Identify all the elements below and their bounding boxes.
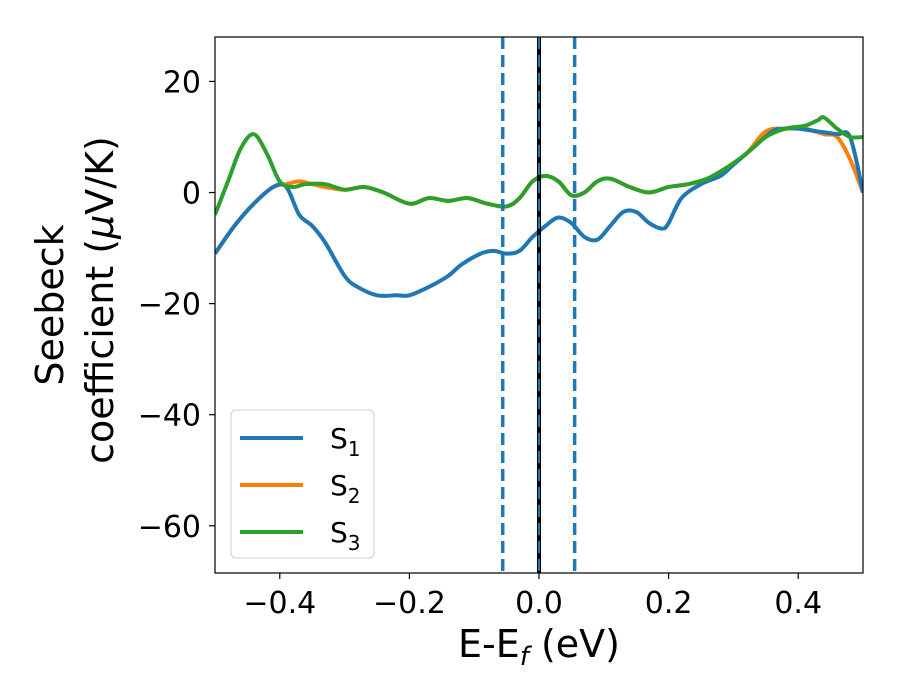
y-axis-label-line2: coefficient (μV/K) <box>78 136 122 464</box>
y-tick-label: 20 <box>163 65 201 100</box>
y-tick-label: −20 <box>138 288 201 323</box>
x-tick-label: 0.4 <box>774 586 822 621</box>
x-tick-label: −0.2 <box>373 586 446 621</box>
y-tick-label: 0 <box>182 177 201 212</box>
legend: S1 S2 S3 <box>230 409 375 559</box>
series-line-s3 <box>215 115 863 216</box>
legend-label-s1: S1 <box>330 422 361 461</box>
legend-label-s2: S2 <box>330 469 361 508</box>
y-axis-label-line1: Seebeck <box>28 224 72 385</box>
y-tick-label: −40 <box>138 399 201 434</box>
x-axis-label: E-Ef (eV) <box>458 622 620 672</box>
x-tick-label: −0.4 <box>243 586 316 621</box>
x-tick-label: 0.0 <box>515 586 563 621</box>
reference-lines <box>500 37 577 573</box>
plot-area <box>215 115 863 298</box>
axis-ticks: −0.4 −0.2 0.0 0.2 0.4 20 0 −20 −40 −60 <box>138 65 822 621</box>
x-tick-label: 0.2 <box>645 586 693 621</box>
y-tick-label: −60 <box>138 510 201 545</box>
legend-label-s3: S3 <box>330 516 361 555</box>
